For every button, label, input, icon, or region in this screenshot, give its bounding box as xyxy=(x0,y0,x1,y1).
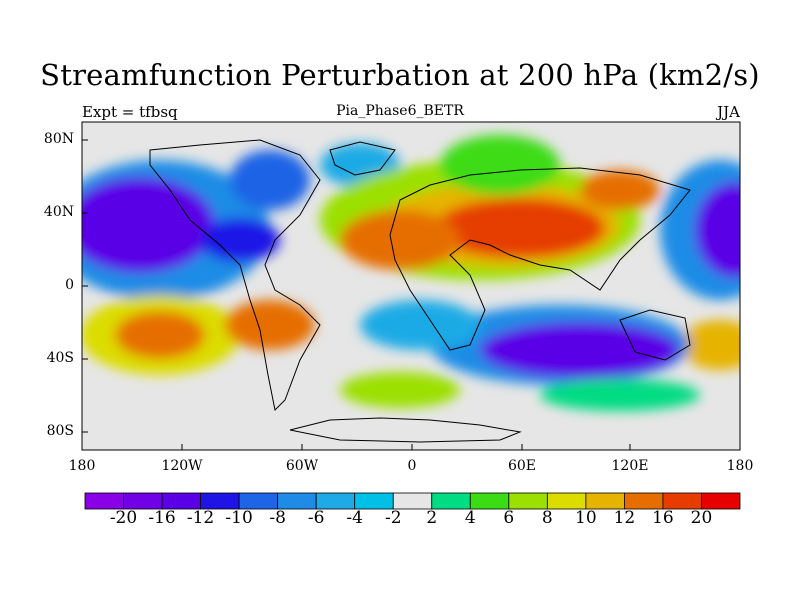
lon-label-180w: 180 xyxy=(68,458,96,474)
season-label: JJA xyxy=(717,103,740,121)
colorbar-swatch xyxy=(662,492,702,510)
contour-negative-caribbean xyxy=(200,218,280,262)
colorbar-label: -2 xyxy=(384,508,402,528)
colorbar-swatch xyxy=(624,492,664,510)
colorbar-label: 10 xyxy=(575,508,597,528)
colorbar-swatch xyxy=(315,492,356,510)
coastline-australia xyxy=(619,309,691,361)
colorbar-label: -8 xyxy=(269,508,286,528)
lat-label-equator: 0 xyxy=(65,277,74,293)
map-title: Streamfunction Perturbation at 200 hPa (… xyxy=(40,58,760,92)
contour-positive-southern-ocean xyxy=(540,379,700,411)
contour-positive-new-zealand xyxy=(680,320,740,370)
colorbar-label: -4 xyxy=(346,508,363,528)
colorbar-swatch xyxy=(161,492,201,510)
axis-ticks xyxy=(82,139,631,450)
contour-positive-east-asia xyxy=(580,170,660,210)
lon-label-60w: 60W xyxy=(285,458,319,474)
coastline-americas xyxy=(149,139,321,412)
colorbar-label: 12 xyxy=(613,508,636,528)
lat-label-80n: 80N xyxy=(43,131,74,147)
colorbar-swatch xyxy=(546,492,587,510)
contour-negative-pacific-core xyxy=(82,177,215,273)
experiment-label: Expt = tfbsq xyxy=(82,103,178,121)
colorbar xyxy=(84,492,741,510)
colorbar-label: 4 xyxy=(464,508,476,528)
lon-label-0: 0 xyxy=(407,458,417,474)
colorbar-label: -16 xyxy=(148,508,176,528)
colorbar-label: -10 xyxy=(225,508,253,528)
colorbar-label: 2 xyxy=(426,508,438,528)
colorbar-swatch xyxy=(238,492,279,510)
coastline-eurasia-africa xyxy=(389,167,691,351)
lon-label-180e: 180 xyxy=(726,458,754,474)
contour-negative-north-america xyxy=(230,150,310,210)
colorbar-swatch xyxy=(585,492,625,510)
coastlines xyxy=(149,139,691,443)
contour-negative-africa-south xyxy=(360,300,480,350)
coastline-greenland xyxy=(329,141,396,176)
contour-positive-south-pacific-core xyxy=(115,311,205,359)
lat-label-40n: 40N xyxy=(43,204,74,220)
colorbar-swatch xyxy=(354,492,394,510)
case-label: Pia_Phase6_BETR xyxy=(336,103,464,119)
contour-field xyxy=(82,122,740,450)
contour-negative-indian-ocean-core xyxy=(480,322,680,378)
coastline-antarctica xyxy=(289,417,522,443)
contour-positive-south-atlantic xyxy=(340,372,460,408)
contour-positive-south-america xyxy=(225,300,315,350)
lat-label-40s: 40S xyxy=(46,350,74,366)
colorbar-swatch xyxy=(431,492,471,510)
colorbar-label: 6 xyxy=(503,508,515,528)
colorbar-label: -6 xyxy=(307,508,325,528)
lon-label-120e: 120E xyxy=(611,458,649,474)
contour-positive-arctic xyxy=(440,135,560,195)
colorbar-label: 8 xyxy=(541,508,553,528)
colorbar-swatch xyxy=(392,492,433,510)
colorbar-swatch xyxy=(123,492,163,510)
colorbar-swatch xyxy=(508,492,548,510)
colorbar-swatch xyxy=(200,492,240,510)
colorbar-label: -12 xyxy=(186,508,215,528)
colorbar-swatch xyxy=(701,492,741,510)
colorbar-label: 16 xyxy=(652,508,674,528)
lon-label-120w: 120W xyxy=(161,458,203,474)
contour-positive-eurasia-core xyxy=(435,198,605,258)
contour-positive-north-africa xyxy=(340,210,460,270)
colorbar-label: 20 xyxy=(690,508,713,528)
colorbar-swatch xyxy=(469,492,510,510)
colorbar-label: -20 xyxy=(109,508,138,528)
contour-negative-west-pacific-core xyxy=(695,182,740,278)
colorbar-swatch xyxy=(277,492,317,510)
lat-label-80s: 80S xyxy=(46,423,74,439)
lon-label-60e: 60E xyxy=(507,458,537,474)
colorbar-swatch xyxy=(84,492,124,510)
